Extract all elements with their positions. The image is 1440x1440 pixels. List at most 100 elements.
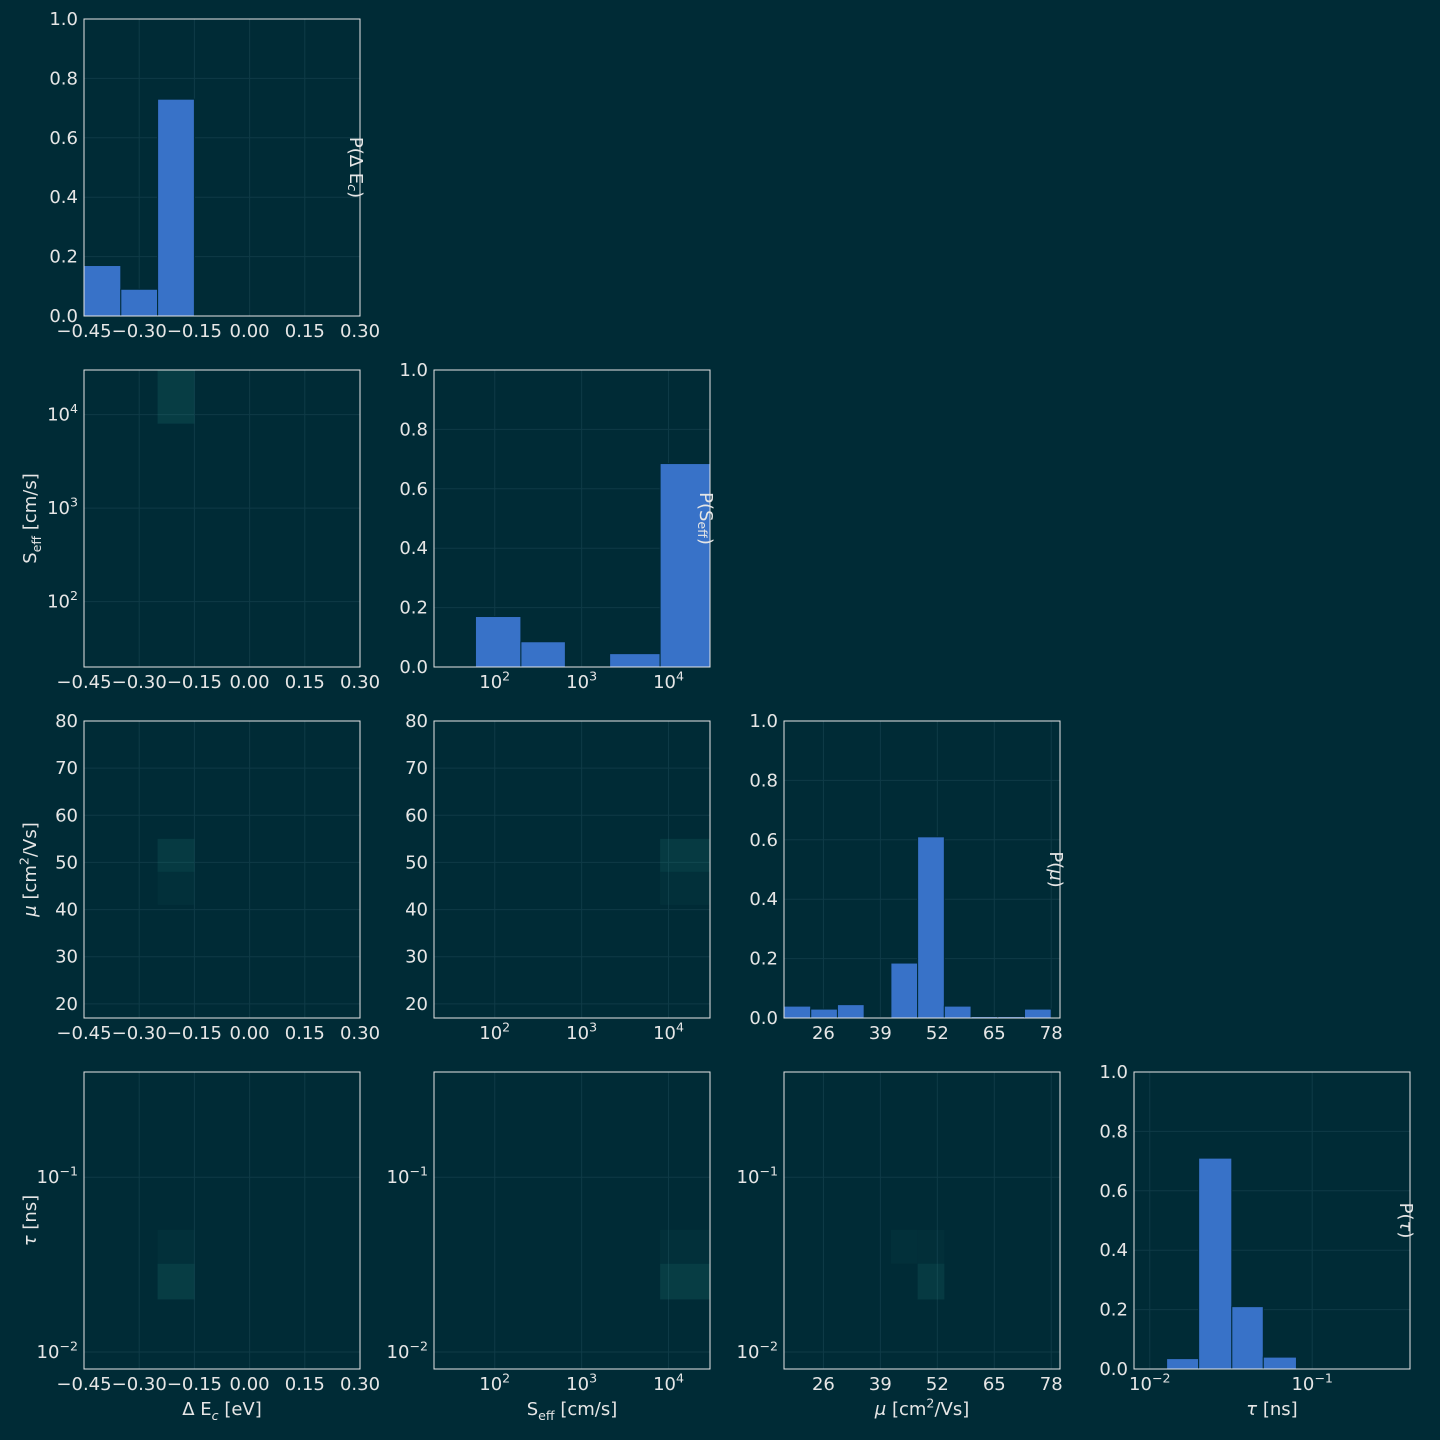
hist-bar xyxy=(836,1004,865,1019)
x-tick-label: 103 xyxy=(566,1370,597,1395)
x-tick-label: −0.15 xyxy=(167,1023,222,1044)
hist-bar xyxy=(520,641,566,668)
y-tick-label: 0.4 xyxy=(399,538,428,559)
x-tick-label: 65 xyxy=(983,1023,1006,1044)
x-tick-label: −0.45 xyxy=(56,672,111,693)
x-tick-label: 52 xyxy=(926,1023,949,1044)
y-tick-label: 10−1 xyxy=(37,1164,78,1189)
x-axis-label: τ [ns] xyxy=(1246,1399,1297,1420)
x-tick-label: −0.30 xyxy=(112,321,167,342)
joint-density-cell xyxy=(660,871,710,905)
y-tick-label: 70 xyxy=(405,758,428,779)
y-tick-label: 1.0 xyxy=(1099,1062,1128,1083)
y-tick-label: 0.2 xyxy=(1099,1300,1128,1321)
hist-bar xyxy=(810,1008,838,1019)
x-tick-label: −0.30 xyxy=(112,1374,167,1395)
joint-density-cell xyxy=(917,1263,945,1300)
y-tick-label: 30 xyxy=(55,947,78,968)
x-tick-label: 26 xyxy=(812,1374,835,1395)
hist-bar xyxy=(120,288,159,317)
hist-bar xyxy=(1166,1358,1200,1370)
y-tick-label: 60 xyxy=(405,805,428,826)
x-tick-label: 0.30 xyxy=(340,672,380,693)
y-tick-label: 1.0 xyxy=(749,711,778,732)
joint-panel-tau-vs-dEc: −0.45 −0.30 −0.15 0.00 0.15 0.30 10−2 10−1 τ [ns… xyxy=(20,1071,380,1423)
x-tick-label: −0.15 xyxy=(167,672,222,693)
x-tick-label: 0.15 xyxy=(285,321,325,342)
y-tick-label: 104 xyxy=(47,401,78,426)
x-tick-label: −0.30 xyxy=(112,672,167,693)
y-tick-label: 10−2 xyxy=(37,1338,78,1363)
x-tick-label: 0.00 xyxy=(230,1374,270,1395)
hist-axis-label: P(Seff) xyxy=(695,492,716,545)
x-tick-label: 0.15 xyxy=(285,1023,325,1044)
joint-panel-Seff-vs-dEc: −0.45 −0.30 −0.15 0.00 0.15 0.30 102 103 104 Seff… xyxy=(20,369,380,693)
y-tick-label: 0.6 xyxy=(49,128,78,149)
y-tick-label: 10−2 xyxy=(737,1338,778,1363)
y-axis-label: Seff [cm/s] xyxy=(20,473,44,564)
x-tick-label: −0.45 xyxy=(56,1023,111,1044)
y-tick-label: 0.0 xyxy=(1099,1359,1128,1380)
y-tick-label: 30 xyxy=(405,947,428,968)
x-axis-label: μ [cm2/Vs] xyxy=(874,1395,969,1420)
joint-density-cell xyxy=(660,838,710,872)
y-tick-label: 50 xyxy=(55,852,78,873)
x-tick-label: 52 xyxy=(926,1374,949,1395)
hist-axis-label: P(Δ Ec) xyxy=(345,137,366,198)
y-tick-label: 0.4 xyxy=(49,187,78,208)
x-tick-label: 0.30 xyxy=(340,1374,380,1395)
y-tick-label: 50 xyxy=(405,852,428,873)
hist-bar xyxy=(83,265,122,317)
x-tick-label: 39 xyxy=(869,1374,892,1395)
joint-density-cell xyxy=(890,1229,918,1264)
x-tick-label: 26 xyxy=(812,1023,835,1044)
x-tick-label: 0.00 xyxy=(230,1023,270,1044)
histogram-panel-tau: 10−2 10−1 0.0 0.2 0.4 0.6 0.8 1.0 P(τ) τ [ns] xyxy=(1099,1062,1416,1420)
hist-bar xyxy=(1198,1157,1233,1370)
joint-panel-mu-vs-Seff: 102 103 104 20 30 40 50 60 70 80 xyxy=(405,711,711,1044)
joint-density-cell xyxy=(660,1263,710,1300)
y-tick-label: 0.0 xyxy=(399,657,428,678)
joint-density-cell xyxy=(157,370,195,424)
y-tick-label: 0.8 xyxy=(49,68,78,89)
y-tick-label: 1.0 xyxy=(49,9,78,30)
panel-frame xyxy=(433,720,711,1019)
panel-frame xyxy=(783,1071,1061,1370)
hist-bar xyxy=(1024,1008,1052,1019)
x-tick-label: 10−1 xyxy=(1291,1370,1332,1395)
y-tick-label: 1.0 xyxy=(399,360,428,381)
y-tick-label: 80 xyxy=(55,711,78,732)
joint-panel-tau-vs-Seff: 102 103 104 10−2 10−1 Seff [cm/s] xyxy=(387,1071,711,1423)
y-tick-label: 40 xyxy=(55,900,78,921)
y-tick-label: 102 xyxy=(47,588,78,613)
y-tick-label: 0.0 xyxy=(749,1008,778,1029)
y-tick-label: 103 xyxy=(47,495,78,520)
joint-panel-tau-vs-mu: 26 39 52 65 78 10−2 10−1 μ [cm2/Vs] xyxy=(737,1071,1063,1420)
hist-bar xyxy=(1262,1356,1297,1370)
x-tick-label: 104 xyxy=(653,668,684,693)
x-tick-label: 0.30 xyxy=(340,1023,380,1044)
y-tick-label: 0.8 xyxy=(749,770,778,791)
hist-bar xyxy=(1231,1306,1264,1370)
hist-axis-label: P(μ) xyxy=(1045,851,1066,887)
y-tick-label: 0.6 xyxy=(399,479,428,500)
histogram-panel-Seff: 102 103 104 0.0 0.2 0.4 0.6 0.8 1.0 P(Seff) xyxy=(399,360,716,693)
x-tick-label: 0.30 xyxy=(340,321,380,342)
hist-bar xyxy=(609,653,661,668)
hist-bar xyxy=(783,1005,812,1019)
x-tick-label: 0.15 xyxy=(285,1374,325,1395)
x-tick-label: 102 xyxy=(479,668,510,693)
x-tick-label: 102 xyxy=(479,1370,510,1395)
x-axis-label: Δ Ec [eV] xyxy=(182,1399,262,1423)
x-tick-label: 102 xyxy=(479,1019,510,1044)
panel-frame xyxy=(83,1071,361,1370)
y-tick-label: 20 xyxy=(405,994,428,1015)
joint-density-cell xyxy=(917,1229,945,1264)
y-tick-label: 0.8 xyxy=(399,419,428,440)
x-tick-label: 65 xyxy=(983,1374,1006,1395)
y-tick-label: 0.6 xyxy=(1099,1181,1128,1202)
y-tick-label: 80 xyxy=(405,711,428,732)
joint-panel-mu-vs-dEc: −0.45 −0.30 −0.15 0.00 0.15 0.30 20 30 40 50 60 70 8… xyxy=(16,711,380,1044)
y-tick-label: 0.2 xyxy=(749,949,778,970)
joint-density-cell xyxy=(157,871,195,905)
